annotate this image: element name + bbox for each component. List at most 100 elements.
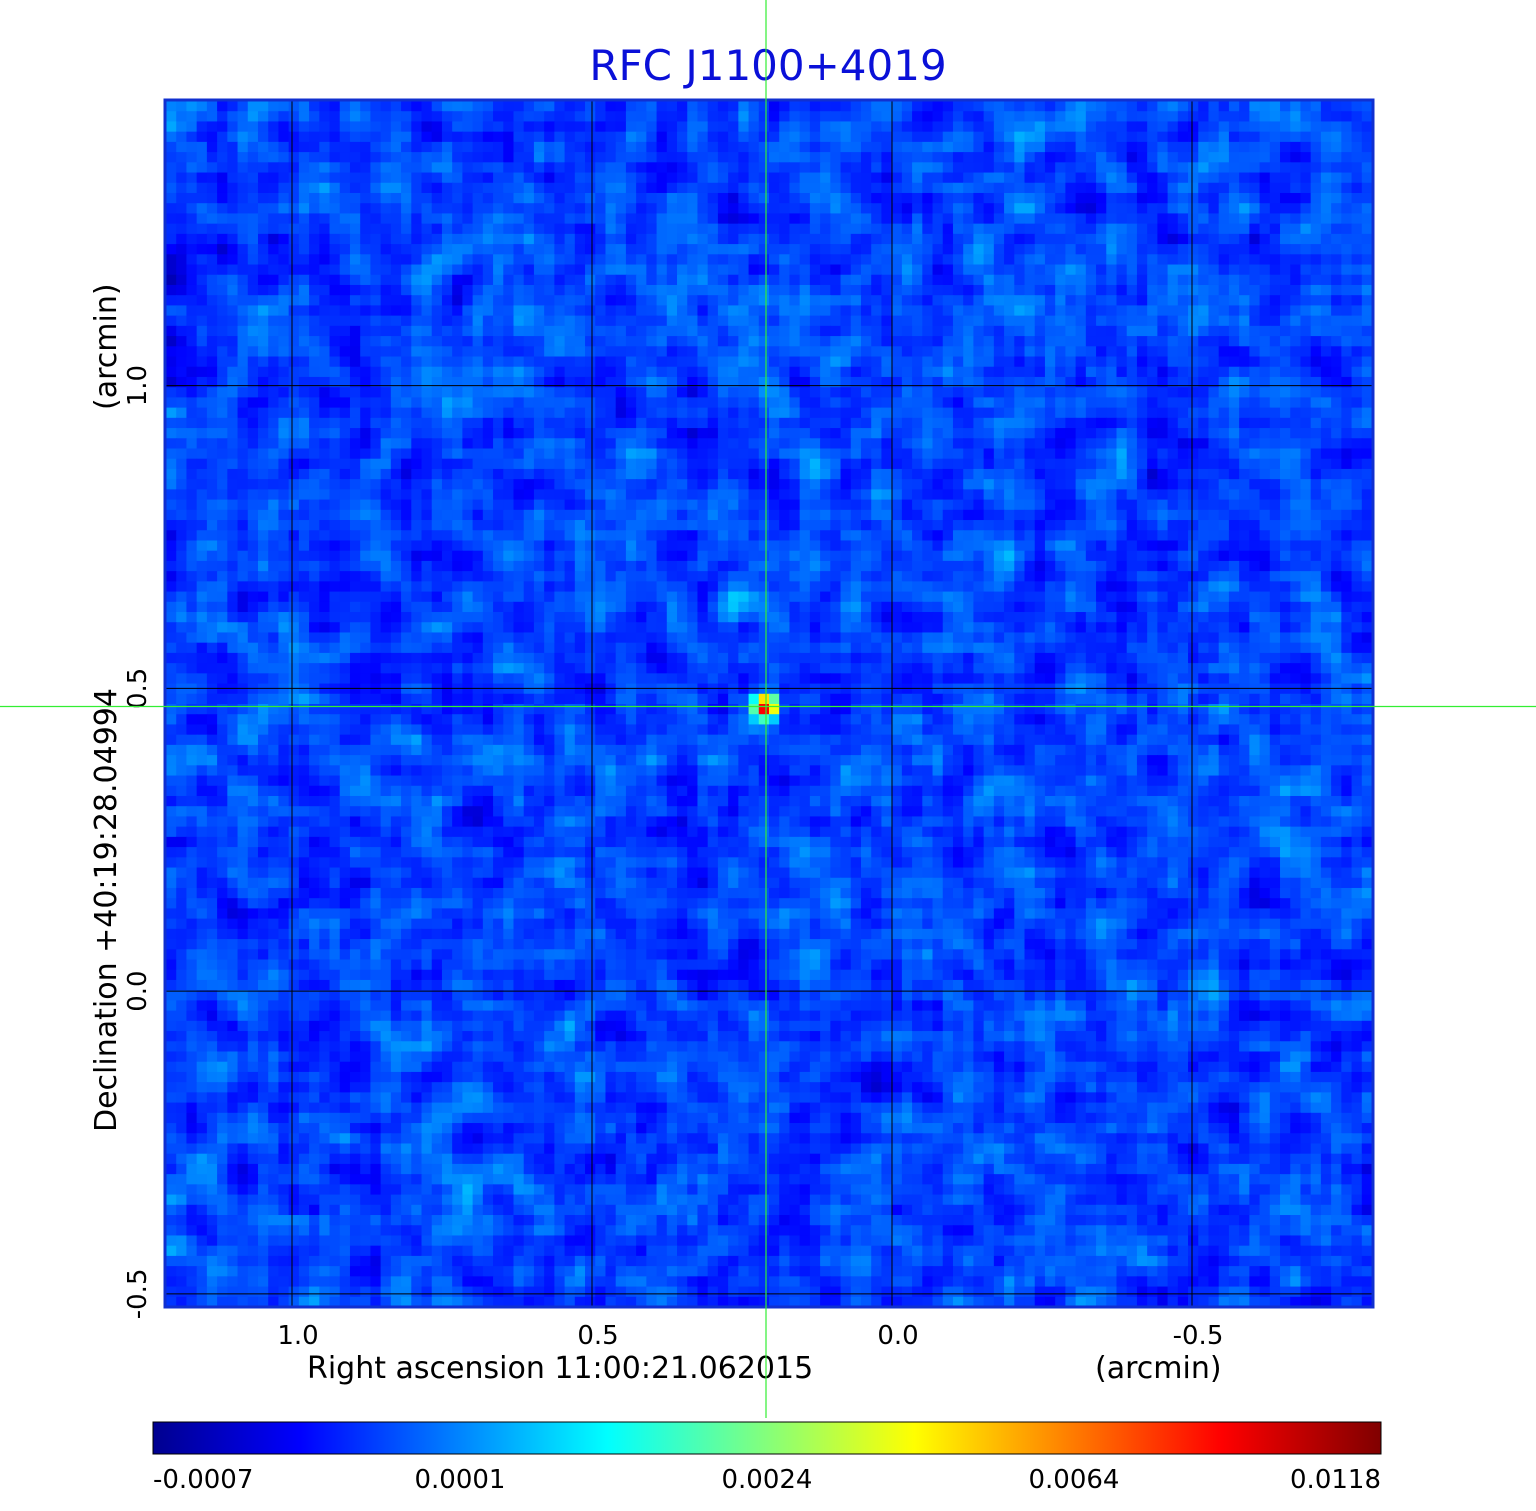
heatmap-pixel [615,264,627,276]
heatmap-pixel [922,336,934,347]
heatmap-pixel [932,438,944,450]
heatmap-pixel [677,233,688,245]
heatmap-pixel [472,131,484,143]
heatmap-pixel [1249,479,1261,490]
heatmap-pixel [717,376,729,388]
heatmap-pixel [1239,264,1250,276]
heatmap-pixel [1136,479,1148,490]
heatmap-pixel [973,131,985,143]
heatmap-pixel [748,274,760,286]
heatmap-pixel [1351,489,1363,501]
heatmap-pixel [1280,499,1291,511]
heatmap-pixel [1300,438,1312,450]
heatmap-pixel [1351,284,1363,296]
heatmap-pixel [1065,182,1077,194]
heatmap-pixel [1269,417,1281,429]
heatmap-pixel [1147,182,1158,194]
heatmap-pixel [1004,295,1015,307]
heatmap-pixel [1106,233,1118,245]
heatmap-pixel [860,295,872,307]
heatmap-pixel [1269,376,1281,388]
heatmap-pixel [278,468,290,480]
heatmap-pixel [1310,428,1322,439]
heatmap-pixel [268,213,280,225]
heatmap-pixel [605,376,617,388]
heatmap-pixel [1300,336,1312,347]
heatmap-pixel [268,152,280,163]
heatmap-pixel [268,254,280,266]
heatmap-pixel [615,458,627,470]
heatmap-pixel [871,233,883,245]
heatmap-pixel [1280,366,1291,378]
heatmap-pixel [901,233,913,245]
heatmap-pixel [1290,468,1302,480]
heatmap-pixel [850,141,862,153]
heatmap-pixel [319,417,331,429]
heatmap-pixel [1239,336,1250,347]
heatmap-pixel [901,509,913,521]
heatmap-pixel [309,468,320,480]
heatmap-pixel [1096,479,1107,490]
heatmap-pixel [1106,397,1118,409]
heatmap-pixel [288,121,300,133]
heatmap-pixel [963,499,975,511]
heatmap-pixel [1351,162,1363,174]
heatmap-pixel [666,315,678,327]
heatmap-pixel [1136,284,1148,296]
heatmap-pixel [544,141,555,153]
heatmap-pixel [1320,448,1332,460]
heatmap-pixel [1014,295,1026,307]
heatmap-pixel [1361,254,1372,266]
heatmap-pixel [758,468,770,480]
heatmap-pixel [1147,213,1158,225]
heatmap-pixel [1239,192,1250,204]
heatmap-pixel [1024,152,1036,163]
heatmap-pixel [564,305,576,317]
heatmap-pixel [1208,295,1220,307]
heatmap-pixel [687,101,699,112]
heatmap-pixel [288,264,300,276]
heatmap-pixel [891,111,903,123]
heatmap-pixel [636,203,647,215]
heatmap-pixel [1024,325,1036,337]
heatmap-pixel [319,530,331,542]
heatmap-pixel [1106,131,1118,143]
heatmap-pixel [942,111,954,123]
heatmap-pixel [298,172,310,184]
heatmap-pixel [452,397,463,409]
heatmap-pixel [677,131,688,143]
heatmap-pixel [482,458,494,470]
heatmap-pixel [748,295,760,307]
heatmap-pixel [1300,346,1312,358]
heatmap-pixel [1331,438,1342,450]
heatmap-pixel [462,428,474,439]
heatmap-pixel [717,264,729,276]
heatmap-pixel [799,223,811,235]
heatmap-pixel [881,121,893,133]
heatmap-pixel [574,336,586,347]
heatmap-pixel [166,274,177,286]
heatmap-pixel [881,223,893,235]
heatmap-pixel [656,520,668,531]
heatmap-pixel [441,295,453,307]
heatmap-pixel [176,203,188,215]
heatmap-pixel [574,346,586,358]
heatmap-pixel [1249,438,1261,450]
heatmap-pixel [278,346,290,358]
heatmap-pixel [319,489,331,501]
heatmap-pixel [574,284,586,296]
heatmap-pixel [441,121,453,133]
heatmap-pixel [881,254,893,266]
heatmap-pixel [677,336,688,347]
heatmap-pixel [922,468,934,480]
heatmap-pixel [217,111,228,123]
heatmap-pixel [809,479,821,490]
heatmap-pixel [932,407,944,419]
heatmap-pixel [799,213,811,225]
heatmap-pixel [1024,458,1036,470]
heatmap-pixel [309,111,320,123]
heatmap-pixel [809,336,821,347]
heatmap-pixel [1259,325,1271,337]
heatmap-pixel [329,213,341,225]
heatmap-pixel [1218,152,1230,163]
